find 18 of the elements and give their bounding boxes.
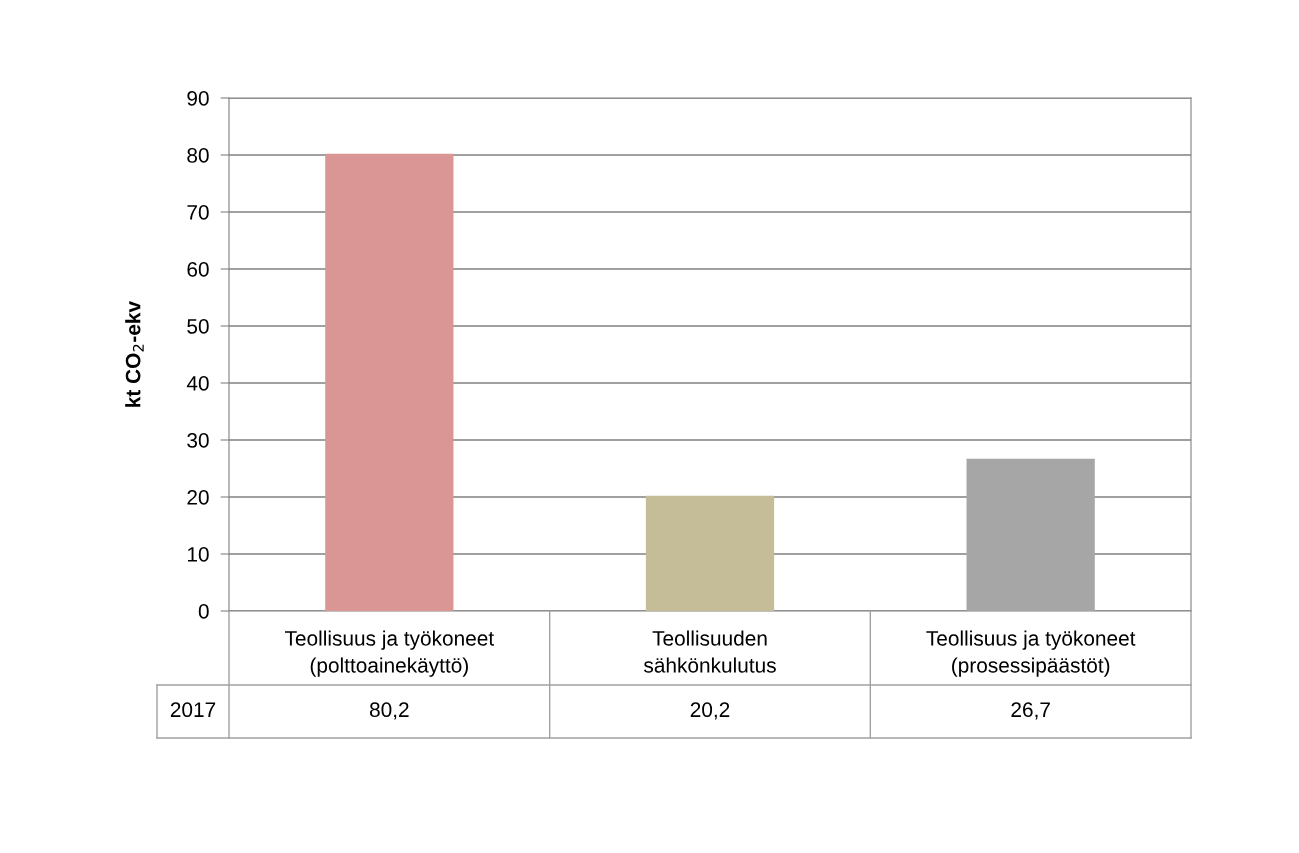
y-tick-label: 20 — [187, 490, 209, 505]
y-tick-label: 10 — [187, 547, 209, 562]
x-tick-label: Teollisuus ja työkoneet (polttoainekäyttö) — [285, 630, 494, 677]
y-tick-label: 30 — [187, 433, 209, 448]
y-tick-label: 90 — [187, 91, 209, 106]
x-tick-label: Teollisuus ja työkoneet (prosessipäästöt) — [926, 630, 1136, 677]
y-axis-title: kt CO$_{2}$-ekv — [125, 301, 144, 407]
text: 26,7 — [1011, 702, 1050, 720]
y-tick-label: 70 — [187, 205, 209, 220]
y-tick-label: 0 — [198, 604, 209, 619]
text: 2017 — [170, 702, 216, 718]
y-tick-label: 40 — [186, 376, 209, 391]
text: 80,2 — [369, 702, 409, 720]
y-tick-label: 50 — [187, 319, 209, 334]
x-tick-label: Teollisuuden sähkönkulutus — [643, 630, 776, 673]
y-tick-label: 80 — [187, 148, 209, 163]
text: 20,2 — [690, 702, 730, 720]
y-tick-label: 60 — [187, 262, 209, 277]
